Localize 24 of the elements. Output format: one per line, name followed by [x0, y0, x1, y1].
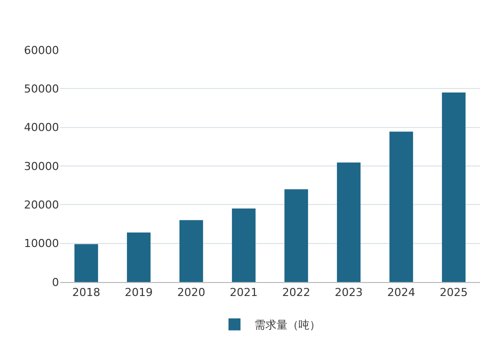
- bar: [232, 208, 256, 282]
- y-tick-label: 30000: [24, 160, 59, 173]
- x-tick-label: 2019: [124, 286, 153, 300]
- bar: [126, 232, 151, 282]
- bar: [336, 162, 361, 282]
- bar: [179, 220, 204, 282]
- bar: [389, 132, 414, 282]
- y-tick-label: 40000: [24, 121, 59, 134]
- y-tick-label: 20000: [24, 198, 59, 212]
- bar: [284, 189, 308, 282]
- x-tick-label: 2020: [177, 286, 206, 300]
- y-tick-label: 60000: [24, 44, 59, 57]
- x-tick-label: 2022: [282, 286, 310, 300]
- x-tick-label: 2018: [72, 286, 100, 300]
- legend-label: 需求量（吨）: [254, 318, 320, 332]
- x-tick-label: 2024: [387, 286, 416, 300]
- bar: [74, 244, 98, 282]
- bar: [442, 92, 466, 282]
- x-tick-label: 2021: [230, 286, 258, 300]
- x-tick-label: 2023: [334, 286, 363, 300]
- x-tick-label: 2025: [440, 286, 468, 300]
- y-tick-label: 10000: [24, 237, 59, 250]
- y-tick-label: 0: [52, 276, 59, 289]
- y-tick-label: 50000: [24, 82, 59, 96]
